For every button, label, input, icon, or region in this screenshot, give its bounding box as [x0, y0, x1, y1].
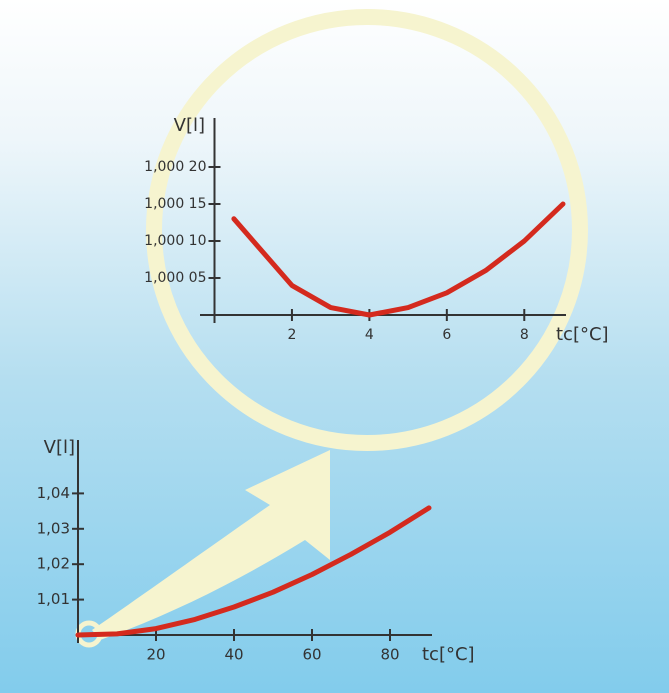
x-tick-label: 40	[224, 646, 243, 664]
x-tick-label: 20	[146, 646, 165, 664]
x-tick-label: 4	[365, 327, 374, 343]
x-axis-label: tc[°C]	[422, 644, 475, 665]
y-axis-label: V[l]	[44, 437, 75, 458]
y-tick-label: 1,000 15	[144, 196, 206, 212]
x-tick-label: 2	[287, 327, 296, 343]
y-tick-label: 1,000 10	[144, 233, 206, 249]
x-tick-label: 80	[380, 646, 399, 664]
x-tick-label: 6	[442, 327, 451, 343]
y-tick-label: 1,000 20	[144, 159, 206, 175]
y-tick-label: 1,03	[37, 519, 70, 537]
y-tick-label: 1,02	[37, 555, 70, 573]
y-tick-label: 1,01	[37, 590, 70, 608]
y-axis-label: V[l]	[174, 115, 205, 136]
x-tick-label: 60	[302, 646, 321, 664]
illustration: 20 40 60 80 1,01 1,02 1,03 1,04 V[l] tc[°C] 2 4 6 8 1,…	[0, 0, 669, 693]
background	[0, 0, 669, 693]
y-tick-label: 1,000 05	[144, 270, 206, 286]
x-tick-label: 8	[520, 327, 529, 343]
y-tick-label: 1,04	[37, 484, 70, 502]
x-axis-label: tc[°C]	[556, 324, 609, 345]
